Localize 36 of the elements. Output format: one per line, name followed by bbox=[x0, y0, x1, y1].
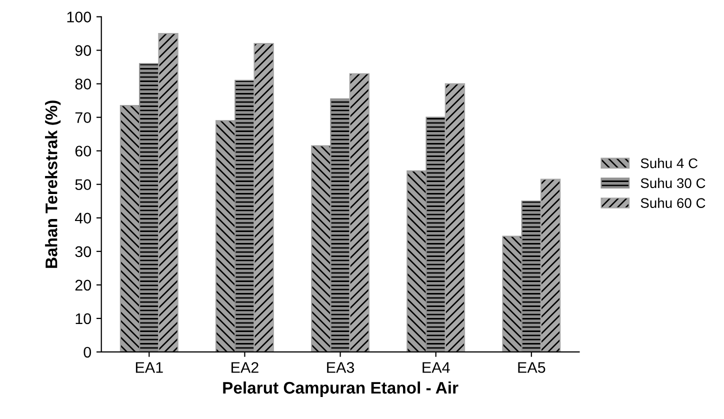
y-tick-label: 60 bbox=[75, 146, 92, 157]
y-tick-label: 40 bbox=[74, 212, 92, 224]
x-tick-label: EA1 bbox=[136, 362, 163, 373]
x-tick-label: EA2 bbox=[232, 362, 258, 373]
bar bbox=[254, 43, 274, 352]
x-tick-label: EA3 bbox=[327, 362, 354, 373]
y-tick-label: 30 bbox=[75, 246, 92, 258]
y-axis-title: Bahan Terekstrak (%) bbox=[45, 100, 61, 268]
bar bbox=[158, 32, 178, 352]
bar bbox=[502, 236, 522, 352]
y-tick-label: 10 bbox=[76, 313, 92, 324]
bar bbox=[330, 98, 350, 352]
legend-label: Suhu 30 C bbox=[640, 178, 706, 188]
y-tick-label: 70 bbox=[75, 112, 92, 124]
y-tick-label: 50 bbox=[75, 179, 92, 190]
y-tick-label: 20 bbox=[75, 280, 92, 291]
legend-label: Suhu 60 C bbox=[640, 198, 706, 208]
x-tick-label: EA5 bbox=[518, 362, 546, 373]
legend-label: Suhu 4 C bbox=[640, 158, 698, 168]
y-tick-label: 90 bbox=[75, 45, 92, 56]
y-tick-label: 100 bbox=[67, 12, 92, 22]
bar bbox=[349, 73, 370, 352]
y-tick-label: 80 bbox=[75, 78, 92, 90]
bar bbox=[139, 63, 160, 352]
bar bbox=[406, 170, 427, 352]
bar bbox=[311, 145, 332, 352]
x-axis-title: Pelarut Campuran Etanol - Air bbox=[223, 381, 458, 398]
bar bbox=[426, 116, 446, 352]
x-tick-label: EA4 bbox=[422, 362, 450, 373]
bar bbox=[444, 83, 466, 352]
y-tick-label: 0 bbox=[84, 346, 92, 358]
bar bbox=[120, 105, 140, 352]
bar bbox=[234, 80, 255, 352]
bar bbox=[540, 178, 561, 352]
bar bbox=[215, 120, 236, 352]
bar bbox=[521, 200, 542, 352]
